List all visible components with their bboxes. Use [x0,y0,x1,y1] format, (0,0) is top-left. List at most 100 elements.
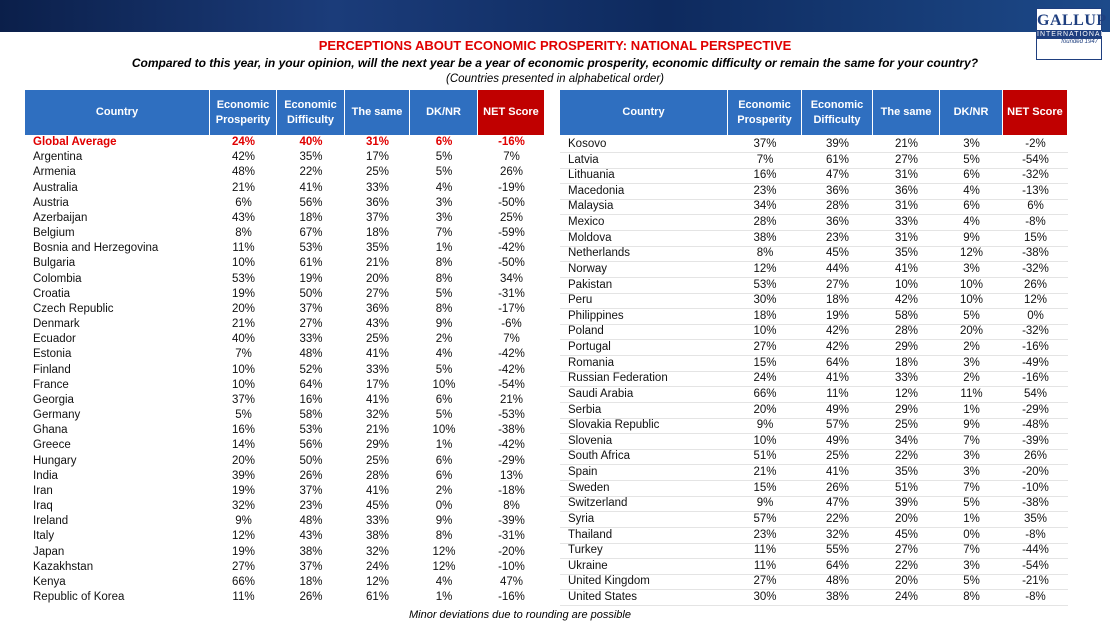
country-cell: Macedonia [568,184,625,197]
value-cell: 40% [231,333,256,346]
country-cell: Netherlands [568,247,631,260]
value-cell: 11% [960,387,983,400]
value-cell: 37% [231,393,256,406]
title: PERCEPTIONS ABOUT ECONOMIC PROSPERITY: N… [318,38,792,53]
value-cell: 7% [503,151,520,164]
country-cell: Mexico [568,216,605,229]
value-cell: 39% [231,469,256,482]
value-cell: 32% [231,500,256,513]
value-cell: 8% [963,590,980,603]
country-cell: Romania [568,356,615,369]
value-cell: 8% [435,530,453,543]
value-cell: 10% [753,325,777,338]
value-cell: 34% [499,272,524,285]
value-cell: -50% [498,196,525,209]
column-header: DK/NR [940,90,1003,135]
value-cell: -31% [498,287,525,300]
country-cell: Georgia [33,393,74,406]
value-cell: 18% [753,309,777,322]
value-cell: 25% [499,211,524,224]
row-line [560,355,1068,357]
value-cell: 15% [753,356,777,369]
country-cell: Sweden [568,481,610,494]
row-line [560,526,1068,528]
row-line [560,542,1068,544]
country-cell: Italy [33,530,55,543]
value-cell: 43% [231,211,256,224]
country-cell: Hungary [33,454,77,467]
value-cell: 11% [753,559,777,572]
country-cell: Norway [568,262,607,275]
value-cell: 45% [365,500,390,513]
country-cell: Finland [33,363,71,376]
value-cell: -42% [498,363,525,376]
value-cell: 26% [1023,450,1048,463]
row-line [560,339,1068,341]
value-cell: 29% [894,403,919,416]
value-cell: 9% [435,318,453,331]
value-cell: 40% [299,136,323,148]
value-cell: 51% [894,481,919,494]
value-cell: 20% [231,454,256,467]
country-cell: Russian Federation [568,372,668,385]
country-cell: Latvia [568,153,599,166]
value-cell: 21% [365,424,390,437]
row-line [560,511,1068,513]
value-cell: -42% [498,439,525,452]
value-cell: 24% [365,560,390,573]
value-cell: 18% [365,227,390,240]
value-cell: 24% [894,590,919,603]
value-cell: 29% [365,439,390,452]
country-cell: Poland [568,325,604,338]
value-cell: 41% [299,181,323,194]
value-cell: 30% [753,590,777,603]
country-cell: Ukraine [568,559,608,572]
value-cell: 28% [753,216,777,229]
value-cell: 5% [435,151,453,164]
value-cell: 26% [499,166,524,179]
value-cell: 8% [435,257,453,270]
country-cell: Philippines [568,309,624,322]
value-cell: 3% [963,262,980,275]
value-cell: 41% [825,466,850,479]
country-cell: Turkey [568,544,603,557]
value-cell: 6% [1027,200,1044,213]
country-cell: Azerbaijan [33,211,88,224]
value-cell: 10% [432,424,456,437]
value-cell: 3% [963,356,980,369]
value-cell: 42% [825,325,850,338]
value-cell: -39% [498,515,525,528]
country-cell: France [33,378,69,391]
value-cell: 10% [753,434,777,447]
row-line [560,167,1068,169]
value-cell: 66% [753,387,777,400]
value-cell: -31% [498,530,525,543]
value-cell: -16% [1022,341,1049,354]
value-cell: 36% [365,302,390,315]
value-cell: 53% [231,272,256,285]
value-cell: 8% [235,227,252,240]
value-cell: -44% [1022,544,1049,557]
value-cell: 41% [365,484,390,497]
value-cell: 6% [963,200,980,213]
column-header: Economic Prosperity [210,90,277,135]
value-cell: 5% [435,166,453,179]
value-cell: 7% [963,544,980,557]
logo-sub: INTERNATIONAL [1037,30,1106,39]
value-cell: 4% [963,216,980,229]
value-cell: 9% [435,515,453,528]
value-cell: 27% [753,575,777,588]
value-cell: 33% [365,515,390,528]
value-cell: 48% [299,348,323,361]
value-cell: -8% [1025,590,1046,603]
row-line [560,152,1068,153]
logo-text: GALLUP [1037,12,1107,29]
value-cell: 2% [963,372,980,385]
value-cell: 36% [825,216,850,229]
value-cell: 1% [963,512,980,525]
row-line [560,276,1068,278]
country-cell: Croatia [33,287,71,300]
country-cell: Bulgaria [33,257,76,270]
value-cell: 7% [235,348,252,361]
value-cell: 4% [435,348,453,361]
